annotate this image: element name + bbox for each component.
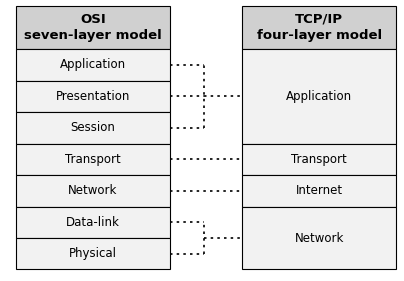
Bar xyxy=(242,144,396,175)
Bar xyxy=(16,175,170,207)
Text: Application: Application xyxy=(286,90,352,103)
Text: Transport: Transport xyxy=(291,153,347,166)
Text: Physical: Physical xyxy=(69,247,117,260)
Text: Network: Network xyxy=(68,184,118,197)
Text: Application: Application xyxy=(60,58,126,71)
Bar xyxy=(16,207,170,238)
Text: Transport: Transport xyxy=(65,153,121,166)
Bar xyxy=(242,175,396,207)
Text: OSI
seven-layer model: OSI seven-layer model xyxy=(24,13,162,42)
Bar xyxy=(16,6,170,49)
Bar xyxy=(242,6,396,49)
Text: Internet: Internet xyxy=(296,184,343,197)
Bar xyxy=(16,81,170,112)
Text: Presentation: Presentation xyxy=(56,90,130,103)
Bar xyxy=(242,49,396,144)
Bar xyxy=(16,144,170,175)
Text: Session: Session xyxy=(70,121,116,134)
Bar xyxy=(242,207,396,269)
Text: Data-link: Data-link xyxy=(66,216,120,229)
Text: TCP/IP
four-layer model: TCP/IP four-layer model xyxy=(257,13,382,42)
Text: Network: Network xyxy=(295,232,344,244)
Bar xyxy=(16,238,170,269)
Bar xyxy=(16,112,170,144)
Bar xyxy=(16,49,170,81)
